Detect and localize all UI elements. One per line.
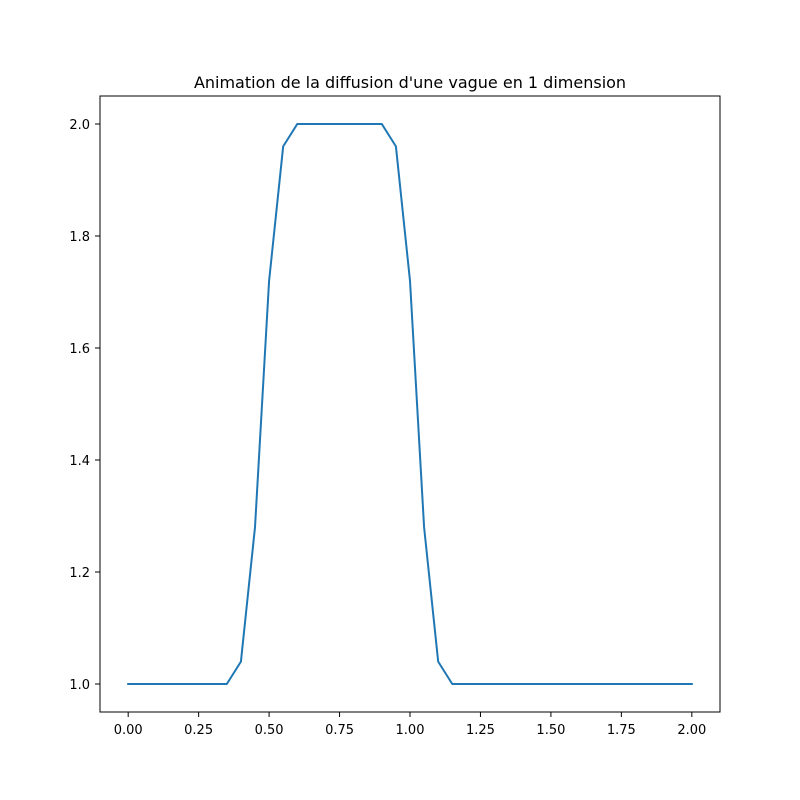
y-tick-label: 1.0 (69, 678, 90, 693)
x-tick-label: 0.50 (255, 723, 284, 738)
x-tick-label: 1.00 (396, 723, 425, 738)
x-tick-label: 2.00 (677, 723, 706, 738)
y-tick-label: 2.0 (69, 118, 90, 133)
series-line-0 (127, 123, 693, 685)
y-tick-label: 1.4 (69, 454, 90, 469)
x-tick-label: 1.25 (466, 723, 495, 738)
y-tick-label: 1.2 (69, 566, 90, 581)
axes-frame (99, 95, 721, 713)
y-tick-label: 1.6 (69, 342, 90, 357)
y-tick-label: 1.8 (69, 230, 90, 245)
x-tick-label: 0.25 (184, 723, 213, 738)
x-tick-label: 0.75 (325, 723, 354, 738)
x-tick-label: 1.50 (536, 723, 565, 738)
x-tick-label: 1.75 (607, 723, 636, 738)
x-tick-label: 0.00 (114, 723, 143, 738)
chart-title: Animation de la diffusion d'une vague en… (194, 73, 626, 92)
plot-area: 0.00 0.25 0.50 0.75 1.00 1.25 1.50 1.75 2.00 1.0 1… (69, 95, 721, 738)
